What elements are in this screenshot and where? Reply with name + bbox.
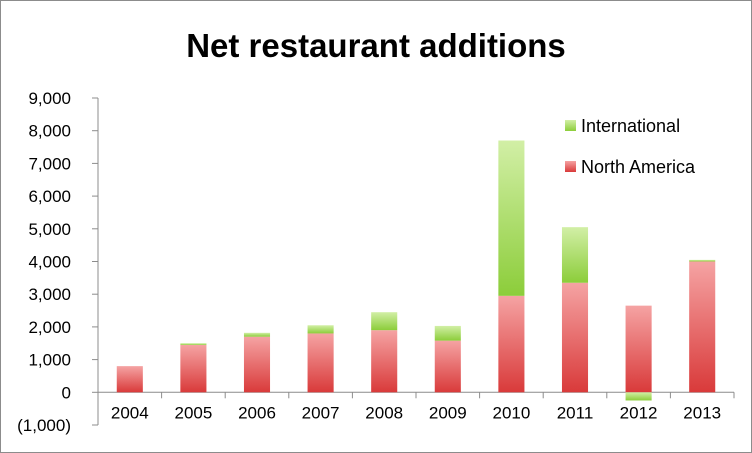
bar-north-america-2012 — [625, 305, 652, 393]
x-tick-label: 2006 — [238, 403, 276, 422]
bar-international-2007 — [307, 325, 334, 334]
bar-international-2005 — [180, 343, 207, 345]
y-tick-label: 0 — [62, 383, 71, 402]
legend-swatch-north-america — [565, 161, 576, 172]
bar-north-america-2011 — [561, 282, 589, 393]
legend-label-international: International — [581, 116, 680, 136]
bar-international-2009 — [434, 325, 461, 341]
y-tick-label: 2,000 — [28, 318, 71, 337]
bar-international-2012 — [625, 392, 652, 401]
x-tick-label: 2004 — [111, 403, 149, 422]
legend-label-north-america: North America — [581, 157, 696, 177]
y-tick-label: 6,000 — [28, 187, 71, 206]
x-tick-label: 2005 — [174, 403, 212, 422]
y-tick-label: 5,000 — [28, 220, 71, 239]
bar-north-america-2008 — [371, 330, 398, 393]
x-tick-label: 2010 — [492, 403, 530, 422]
x-tick-label: 2011 — [557, 403, 594, 422]
bar-north-america-2010 — [498, 295, 525, 393]
y-tick-label: 4,000 — [28, 253, 71, 272]
bar-international-2010 — [498, 140, 525, 296]
y-tick-label: 3,000 — [28, 285, 71, 304]
bar-international-2008 — [371, 312, 398, 331]
bar-north-america-2007 — [307, 333, 334, 393]
y-tick-label: 1,000 — [28, 351, 71, 370]
legend-swatch-international — [565, 120, 576, 131]
bar-international-2006 — [243, 332, 271, 337]
y-tick-label: (1,000) — [17, 416, 71, 435]
bar-international-2013 — [689, 259, 716, 262]
x-tick-label: 2007 — [302, 403, 340, 422]
bar-international-2011 — [561, 227, 589, 283]
bar-north-america-2004 — [116, 366, 143, 393]
x-tick-label: 2009 — [429, 403, 467, 422]
bar-north-america-2009 — [434, 340, 461, 393]
bar-north-america-2013 — [689, 261, 716, 393]
y-tick-label: 7,000 — [28, 154, 71, 173]
y-tick-label: 8,000 — [28, 122, 71, 141]
bar-north-america-2005 — [180, 344, 207, 393]
y-tick-label: 9,000 — [28, 89, 71, 108]
x-tick-label: 2013 — [683, 403, 721, 422]
bar-north-america-2006 — [243, 336, 271, 393]
x-tick-label: 2012 — [620, 403, 658, 422]
x-tick-label: 2008 — [365, 403, 403, 422]
chart-title: Net restaurant additions — [186, 27, 566, 64]
